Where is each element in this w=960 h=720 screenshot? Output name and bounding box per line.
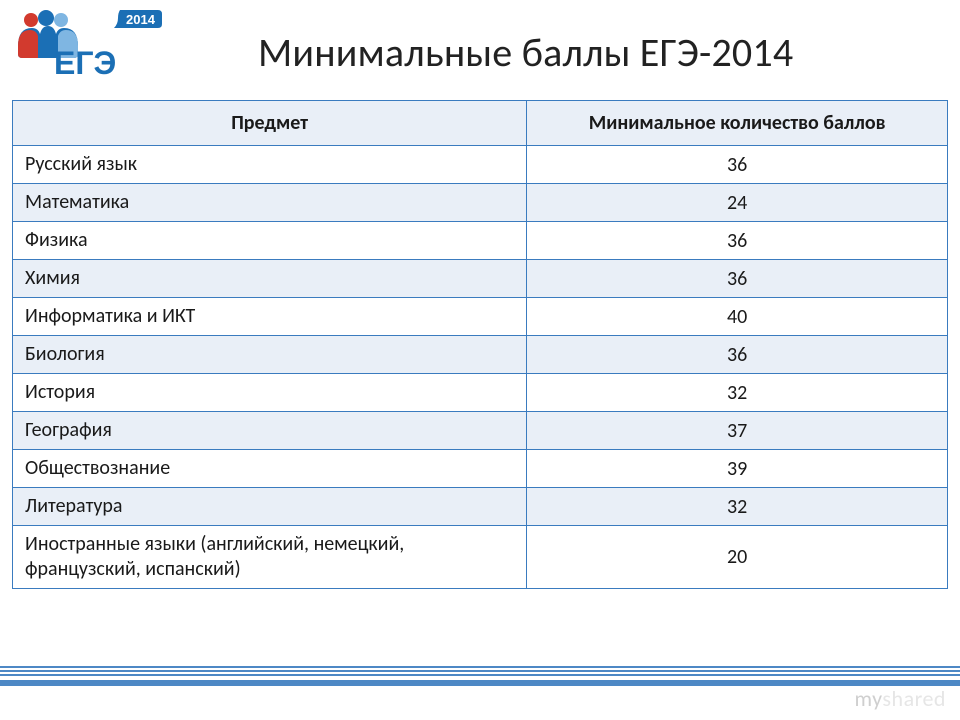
cell-score: 36 — [527, 336, 948, 374]
cell-subject: Химия — [13, 260, 527, 298]
table-row: Биология36 — [13, 336, 948, 374]
watermark: myshared — [854, 685, 946, 712]
logo-text: ЕГЭ — [54, 45, 116, 81]
table-row: Иностранные языки (английский, немецкий,… — [13, 526, 948, 589]
cell-score: 32 — [527, 374, 948, 412]
cell-score: 36 — [527, 260, 948, 298]
table-row: Информатика и ИКТ40 — [13, 298, 948, 336]
cell-score: 36 — [527, 222, 948, 260]
cell-score: 39 — [527, 450, 948, 488]
cell-subject: Информатика и ИКТ — [13, 298, 527, 336]
watermark-shared: shared — [882, 685, 946, 712]
page-title: Минимальные баллы ЕГЭ-2014 — [258, 28, 936, 77]
cell-subject: Русский язык — [13, 146, 527, 184]
cell-subject: География — [13, 412, 527, 450]
cell-subject: Физика — [13, 222, 527, 260]
cell-score: 40 — [527, 298, 948, 336]
slide: ЕГЭ 2014 Минимальные баллы ЕГЭ-2014 Пред… — [0, 0, 960, 720]
table-row: География37 — [13, 412, 948, 450]
table-row: Физика36 — [13, 222, 948, 260]
scores-table-container: Предмет Минимальное количество баллов Ру… — [12, 100, 948, 589]
table-row: Химия36 — [13, 260, 948, 298]
cell-score: 32 — [527, 488, 948, 526]
logo-year: 2014 — [126, 12, 156, 27]
table-row: Литература32 — [13, 488, 948, 526]
cell-subject: Биология — [13, 336, 527, 374]
scores-table: Предмет Минимальное количество баллов Ру… — [12, 100, 948, 589]
cell-subject: Иностранные языки (английский, немецкий,… — [13, 526, 527, 589]
watermark-my: my — [854, 685, 882, 712]
col-header-subject: Предмет — [13, 101, 527, 146]
cell-subject: История — [13, 374, 527, 412]
cell-subject: Обществознание — [13, 450, 527, 488]
col-header-score: Минимальное количество баллов — [527, 101, 948, 146]
table-header-row: Предмет Минимальное количество баллов — [13, 101, 948, 146]
table-row: Русский язык36 — [13, 146, 948, 184]
table-row: История32 — [13, 374, 948, 412]
cell-subject: Литература — [13, 488, 527, 526]
cell-score: 37 — [527, 412, 948, 450]
cell-score: 24 — [527, 184, 948, 222]
footer-rule — [0, 666, 960, 684]
cell-subject: Математика — [13, 184, 527, 222]
cell-score: 36 — [527, 146, 948, 184]
table-row: Обществознание39 — [13, 450, 948, 488]
table-row: Математика24 — [13, 184, 948, 222]
ege-logo: ЕГЭ 2014 — [8, 6, 164, 84]
cell-score: 20 — [527, 526, 948, 589]
